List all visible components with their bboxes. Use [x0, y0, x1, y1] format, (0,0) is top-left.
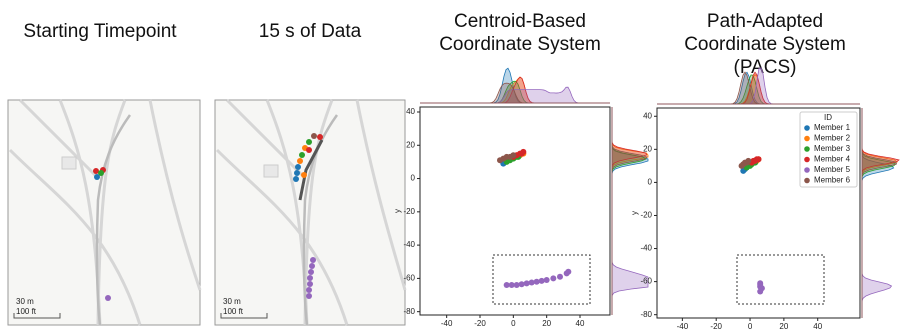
map-panel: 30 m 100 ft [8, 100, 200, 325]
point [756, 156, 762, 162]
x-tick-label: 20 [779, 322, 788, 329]
legend-swatch [804, 125, 810, 131]
legend-label: Member 4 [814, 155, 851, 164]
vehicle-dot [105, 295, 111, 301]
point [539, 278, 545, 284]
point [565, 269, 571, 275]
legend-swatch [804, 146, 810, 152]
point [529, 280, 535, 286]
y-tick-label: -80 [403, 307, 415, 316]
y-tick-label: -40 [640, 244, 652, 253]
point [510, 152, 516, 158]
point [514, 282, 520, 288]
point [745, 158, 751, 164]
y-axis-label: y [393, 209, 402, 213]
legend-label: Member 1 [814, 123, 851, 132]
y-tick-label: -20 [403, 207, 415, 216]
building [264, 165, 278, 177]
scale-label: 30 m [223, 297, 241, 306]
point [544, 277, 550, 283]
y-tick-label: 40 [643, 111, 652, 120]
x-tick-label: 20 [542, 319, 551, 328]
point [520, 149, 526, 155]
y-axis-label: y [630, 211, 639, 215]
x-tick-label: -40 [677, 322, 689, 329]
legend-swatch [804, 167, 810, 173]
legend-label: Member 3 [814, 144, 851, 153]
y-tick-label: -60 [403, 274, 415, 283]
x-tick-label: -20 [710, 322, 722, 329]
legend-swatch [804, 136, 810, 142]
inset-box [737, 255, 824, 304]
y-tick-label: -40 [403, 240, 415, 249]
building [62, 157, 76, 169]
y-tick-label: 40 [406, 107, 415, 116]
x-tick-label: 0 [511, 319, 516, 328]
page: Starting Timepoint 15 s of Data Centroid… [0, 0, 905, 329]
point [557, 274, 563, 280]
scale-label: 30 m [16, 297, 34, 306]
scale-label: 100 ft [223, 307, 244, 316]
vehicle-dot [94, 174, 100, 180]
point [519, 281, 525, 287]
y-tick-label: 0 [411, 174, 416, 183]
figure: 30 m 100 ft 30 m 100 ft -40 -20 0 20 40 40 20 0… [0, 0, 905, 329]
y-tick-label: 0 [648, 178, 653, 187]
legend-label: Member 6 [814, 176, 851, 185]
legend-swatch [804, 178, 810, 184]
map-panel: 30 m 100 ft [215, 100, 405, 325]
legend-label: Member 5 [814, 165, 851, 174]
y-tick-label: -60 [640, 277, 652, 286]
legend-swatch [804, 157, 810, 163]
marginal-density [657, 68, 860, 104]
map-frame [8, 100, 200, 325]
point [757, 289, 763, 295]
x-tick-label: -20 [474, 319, 486, 328]
y-tick-label: -20 [640, 211, 652, 220]
y-tick-label: 20 [406, 140, 415, 149]
legend-title: ID [824, 113, 832, 122]
x-tick-label: 40 [813, 322, 822, 329]
point [534, 279, 540, 285]
point [550, 275, 556, 281]
legend-label: Member 2 [814, 134, 851, 143]
x-tick-label: 40 [576, 319, 585, 328]
point [524, 280, 530, 286]
x-tick-label: -40 [441, 319, 453, 328]
y-tick-label: 20 [643, 144, 652, 153]
marginal-density [862, 108, 891, 318]
y-tick-label: -80 [640, 310, 652, 319]
scale-label: 100 ft [16, 307, 37, 316]
x-tick-label: 0 [748, 322, 753, 329]
